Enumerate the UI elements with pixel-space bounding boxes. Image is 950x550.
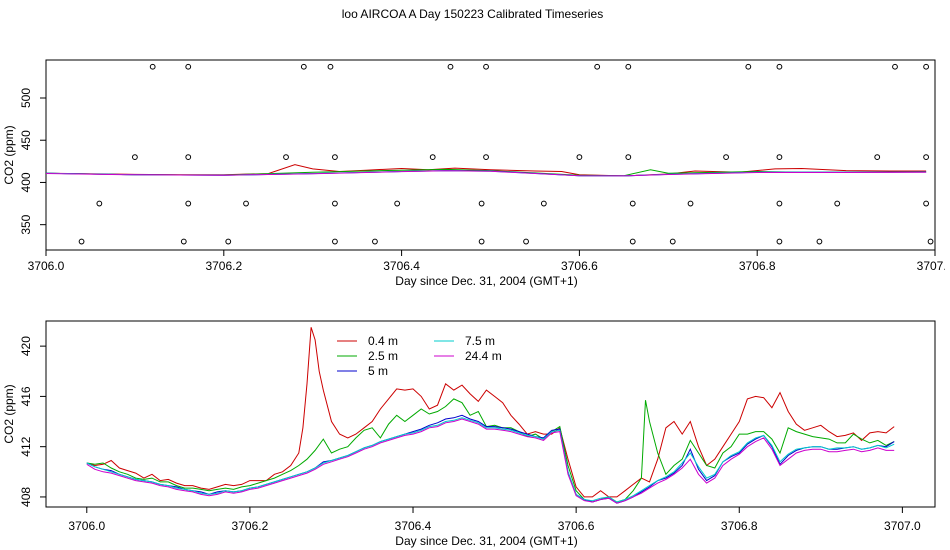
- marker-point: [327, 63, 334, 70]
- marker-point: [629, 200, 636, 207]
- x-tick-label: 3706.2: [232, 519, 269, 533]
- marker-point: [394, 200, 401, 207]
- figure-title: loo AIRCOA A Day 150223 Calibrated Times…: [341, 7, 604, 21]
- series-line-0-4-m: [86, 327, 895, 498]
- marker-point: [332, 200, 338, 207]
- y-tick-label: 400: [19, 172, 33, 192]
- x-axis-label: Day since Dec. 31, 2004 (GMT+1): [395, 274, 577, 288]
- y-tick-label: 412: [19, 436, 33, 456]
- marker-point: [776, 200, 783, 207]
- y-axis-label: CO2 (ppm): [2, 384, 16, 443]
- series-line-2-5-m: [86, 398, 895, 503]
- marker-point: [483, 154, 489, 161]
- x-tick-label: 3706.6: [558, 519, 595, 533]
- plot-frame: [45, 59, 936, 251]
- series-line-24-4-m: [86, 418, 895, 504]
- legend-entry: 0.4 m: [368, 334, 398, 348]
- y-axis-label: CO2 (ppm): [2, 125, 16, 184]
- marker-point: [625, 63, 632, 70]
- marker-point: [540, 200, 547, 207]
- marker-point: [185, 63, 192, 70]
- series-line-7-5-m: [86, 417, 895, 503]
- x-tick-label: 3707.0: [884, 519, 921, 533]
- marker-point: [283, 154, 289, 161]
- y-tick-label: 416: [19, 386, 33, 406]
- x-tick-label: 3706.8: [739, 259, 776, 273]
- y-tick-label: 450: [19, 130, 33, 150]
- x-tick-label: 3706.8: [721, 519, 758, 533]
- marker-point: [149, 63, 156, 70]
- marker-point: [478, 238, 485, 245]
- marker-point: [892, 63, 898, 70]
- marker-point: [185, 200, 192, 207]
- marker-point: [96, 200, 103, 207]
- marker-point: [185, 154, 192, 161]
- marker-point: [332, 238, 338, 245]
- marker-point: [923, 154, 930, 161]
- marker-point: [478, 200, 485, 207]
- marker-point: [923, 63, 930, 70]
- x-tick-label: 3706.0: [28, 259, 65, 273]
- legend-entry: 7.5 m: [465, 334, 495, 348]
- marker-point: [132, 154, 138, 161]
- marker-point: [816, 238, 823, 245]
- marker-point: [429, 154, 436, 161]
- x-tick-label: 3706.0: [68, 519, 105, 533]
- x-tick-label: 3706.6: [561, 259, 598, 273]
- marker-point: [776, 154, 783, 161]
- marker-point: [874, 154, 881, 161]
- series-line-4: [46, 170, 927, 177]
- marker-point: [447, 63, 454, 70]
- legend-entry: 2.5 m: [368, 349, 398, 363]
- x-axis-label: Day since Dec. 31, 2004 (GMT+1): [395, 534, 577, 548]
- legend-entry: 24.4 m: [465, 349, 502, 363]
- marker-point: [776, 63, 783, 70]
- top-panel: 3706.0 3706.2 3706.4 3706.6 3706.8 3707.0 350 4…: [2, 59, 945, 288]
- marker-point: [576, 154, 583, 161]
- marker-point: [923, 200, 930, 207]
- series-line-5-m: [86, 414, 895, 504]
- y-tick-label: 420: [19, 336, 33, 356]
- marker-point: [625, 154, 632, 161]
- marker-point: [594, 63, 601, 70]
- marker-point: [180, 238, 187, 245]
- x-tick-label: 3707.0: [917, 259, 945, 273]
- y-tick-label: 500: [19, 88, 33, 108]
- y-tick-label: 350: [19, 214, 33, 234]
- marker-point: [372, 238, 378, 245]
- x-tick-label: 3706.4: [383, 259, 420, 273]
- marker-point: [332, 154, 338, 161]
- marker-point: [629, 238, 636, 245]
- marker-point: [78, 238, 85, 245]
- marker-point: [776, 238, 783, 245]
- x-tick-label: 3706.4: [395, 519, 432, 533]
- marker-point: [834, 200, 841, 207]
- marker-point: [300, 63, 307, 70]
- bottom-panel: 3706.0 3706.2 3706.4 3706.6 3706.8 3707.0 408 4…: [2, 320, 936, 548]
- marker-point: [243, 200, 249, 207]
- y-tick-label: 408: [19, 487, 33, 507]
- marker-point: [523, 238, 529, 245]
- marker-point: [745, 63, 752, 70]
- plot-frame: [45, 320, 936, 508]
- legend-entry: 5 m: [368, 364, 388, 378]
- marker-point: [225, 238, 232, 245]
- marker-point: [723, 154, 729, 161]
- marker-point: [687, 200, 694, 207]
- marker-point: [927, 238, 934, 245]
- marker-point: [669, 238, 676, 245]
- marker-point: [483, 63, 489, 70]
- x-tick-label: 3706.2: [205, 259, 242, 273]
